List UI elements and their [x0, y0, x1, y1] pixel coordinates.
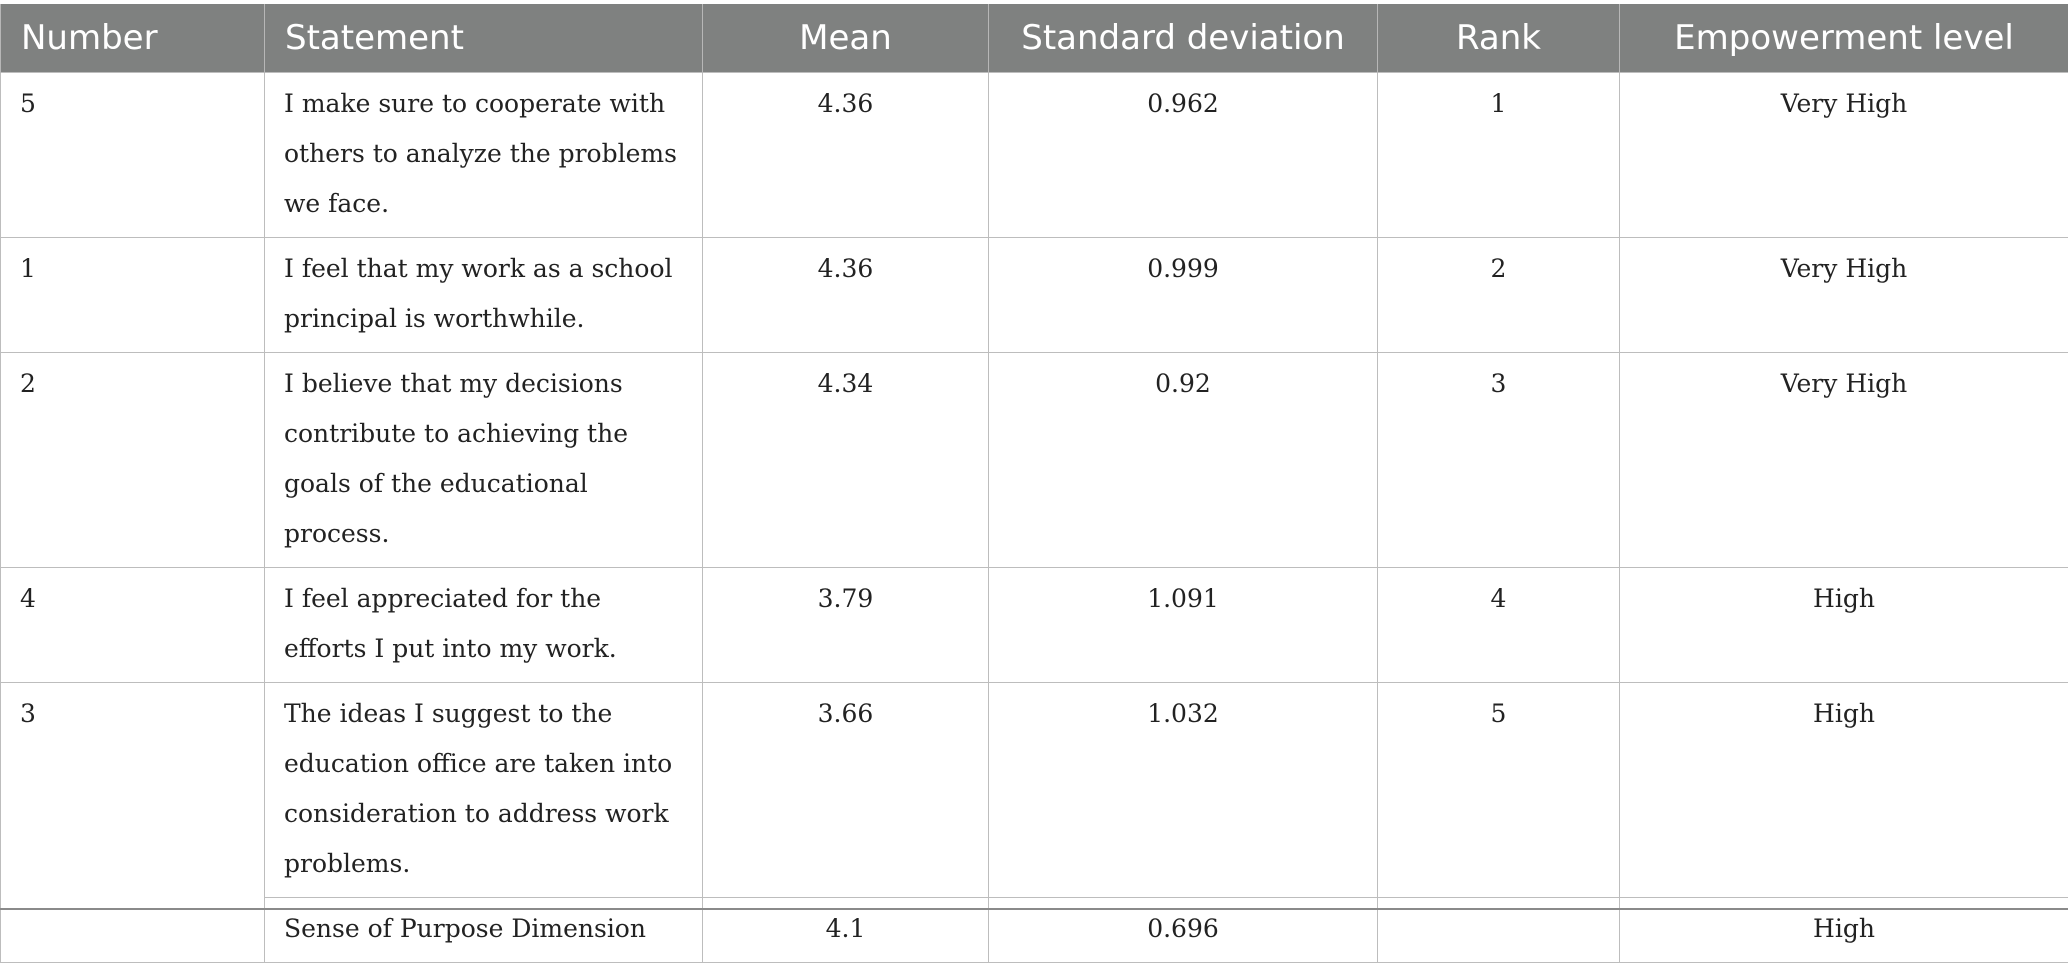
header-statement: Statement [265, 4, 703, 73]
cell-standard-deviation: 0.999 [989, 238, 1378, 353]
cell-statement: The ideas I suggest to the education off… [265, 683, 703, 898]
cell-empowerment-level: High [1620, 683, 2068, 898]
cell-empowerment-level: Very High [1620, 238, 2068, 353]
header-standard-deviation: Standard deviation [989, 4, 1378, 73]
cell-statement: I feel appreciated for the efforts I put… [265, 568, 703, 683]
cell-statement: I believe that my decisions contribute t… [265, 353, 703, 568]
cell-standard-deviation: 0.92 [989, 353, 1378, 568]
cell-mean: 4.36 [703, 73, 989, 238]
data-table-container: Number Statement Mean Standard deviation… [0, 4, 2068, 963]
table-row: 4 I feel appreciated for the efforts I p… [1, 568, 2068, 683]
cell-standard-deviation: 1.091 [989, 568, 1378, 683]
cell-mean: 3.79 [703, 568, 989, 683]
header-mean: Mean [703, 4, 989, 73]
cell-standard-deviation: 1.032 [989, 683, 1378, 898]
cell-standard-deviation: 0.962 [989, 73, 1378, 238]
cell-mean: 3.66 [703, 683, 989, 898]
header-empowerment-level: Empowerment level [1620, 4, 2068, 73]
cell-number: 5 [1, 73, 265, 238]
table-row: 5 I make sure to cooperate with others t… [1, 73, 2068, 238]
cell-mean: 4.34 [703, 353, 989, 568]
cell-rank: 5 [1378, 683, 1620, 898]
cell-number: 1 [1, 238, 265, 353]
cell-rank: 4 [1378, 568, 1620, 683]
empowerment-table: Number Statement Mean Standard deviation… [0, 4, 2068, 963]
header-rank: Rank [1378, 4, 1620, 73]
table-row: 3 The ideas I suggest to the education o… [1, 683, 2068, 898]
table-row: 2 I believe that my decisions contribute… [1, 353, 2068, 568]
cell-rank: 3 [1378, 353, 1620, 568]
header-number: Number [1, 4, 265, 73]
cell-number: 2 [1, 353, 265, 568]
cell-mean: 4.36 [703, 238, 989, 353]
cell-empowerment-level: Very High [1620, 353, 2068, 568]
cell-statement: I make sure to cooperate with others to … [265, 73, 703, 238]
header-row: Number Statement Mean Standard deviation… [1, 4, 2068, 73]
cell-statement: I feel that my work as a school principa… [265, 238, 703, 353]
cell-empowerment-level: High [1620, 568, 2068, 683]
cell-number: 3 [1, 683, 265, 963]
cell-rank: 2 [1378, 238, 1620, 353]
cell-number: 4 [1, 568, 265, 683]
cell-rank: 1 [1378, 73, 1620, 238]
table-row: 1 I feel that my work as a school princi… [1, 238, 2068, 353]
cell-empowerment-level: Very High [1620, 73, 2068, 238]
